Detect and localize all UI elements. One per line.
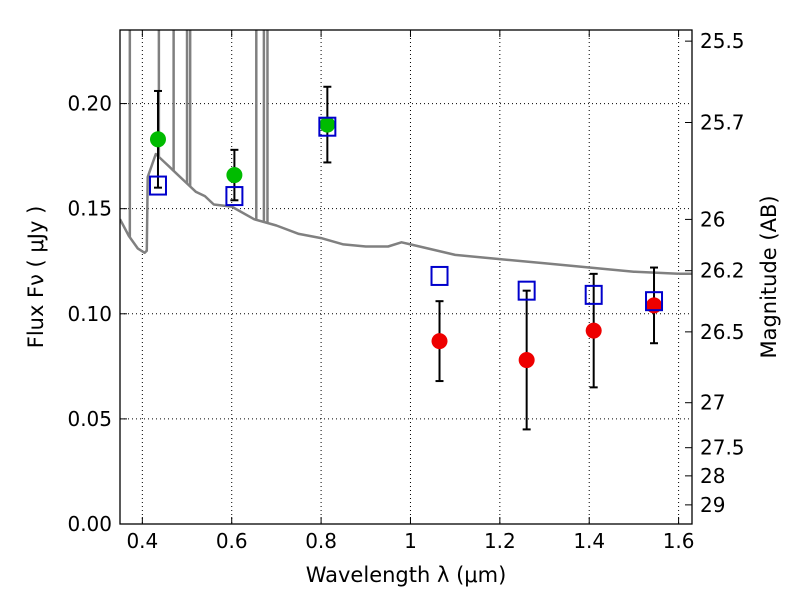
- model-photometry-marker: [225, 186, 244, 207]
- x-tick-label: 0.8: [305, 529, 337, 553]
- axes-frame: [119, 29, 693, 525]
- x-tick-label: 0.4: [126, 529, 158, 553]
- x-tick-label: 1.2: [484, 529, 516, 553]
- model-photometry-marker: [430, 265, 449, 286]
- y2-tick-label: 26.2: [700, 259, 745, 283]
- y-tick-label: 0.15: [67, 197, 112, 221]
- y-tick-label: 0.05: [67, 407, 112, 431]
- y2-tick-label: 27.5: [700, 436, 745, 460]
- model-sed-line: [120, 152, 692, 276]
- x-axis-label: Wavelength λ (μm): [306, 563, 507, 587]
- y-tick-label: 0.00: [67, 512, 112, 536]
- x-tick-label: 0.6: [216, 529, 248, 553]
- y2-tick-label: 27: [700, 391, 725, 415]
- y-tick-label: 0.10: [67, 302, 112, 326]
- y2-tick-label: 26.5: [700, 320, 745, 344]
- y-tick-label: 0.20: [67, 92, 112, 116]
- plot-frame: [119, 29, 693, 525]
- x-tick-label: 1.6: [663, 529, 695, 553]
- data-point: [585, 322, 602, 339]
- data-point: [149, 131, 166, 148]
- y2-tick-label: 25.5: [700, 29, 745, 53]
- model-photometry-marker: [318, 116, 337, 137]
- y2-axis-label: Magnitude (AB): [757, 195, 781, 358]
- data-point: [431, 333, 448, 350]
- y2-tick-label: 29: [700, 493, 725, 517]
- y2-tick-label: 28: [700, 464, 725, 488]
- y2-tick-label: 25.7: [700, 110, 745, 134]
- data-point: [226, 167, 243, 184]
- plot-area: [120, 30, 692, 431]
- model-photometry-marker: [584, 284, 603, 305]
- grid-lines: [120, 30, 692, 525]
- model-photometry-marker: [517, 280, 536, 301]
- y-axis-label: Flux Fν ( μJy ): [24, 206, 48, 349]
- data-point: [319, 116, 336, 133]
- x-tick-label: 1.4: [573, 529, 605, 553]
- x-tick-label: 1: [404, 529, 417, 553]
- axis-ticks: 0.4 0.6 0.8 1 1.2 1.4 1.6 0.00 0.05 0.10 0.15 0.20 2…: [67, 29, 744, 553]
- model-photometry-marker: [645, 291, 664, 312]
- model-photometry-marker: [148, 175, 167, 196]
- data-point: [518, 352, 535, 369]
- y2-tick-label: 26: [700, 207, 725, 231]
